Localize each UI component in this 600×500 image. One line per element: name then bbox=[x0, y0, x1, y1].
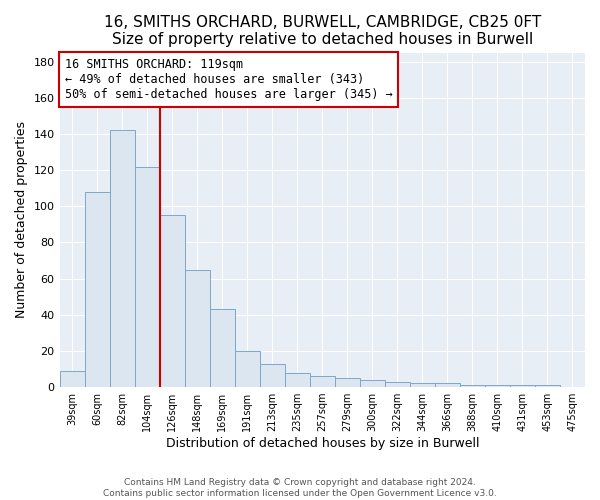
Y-axis label: Number of detached properties: Number of detached properties bbox=[15, 122, 28, 318]
Bar bbox=[535, 386, 560, 387]
Bar bbox=[209, 310, 235, 387]
Text: Contains HM Land Registry data © Crown copyright and database right 2024.
Contai: Contains HM Land Registry data © Crown c… bbox=[103, 478, 497, 498]
Bar bbox=[335, 378, 360, 387]
Bar bbox=[360, 380, 385, 387]
Bar bbox=[410, 384, 435, 387]
Bar bbox=[260, 364, 285, 387]
Text: 16 SMITHS ORCHARD: 119sqm
← 49% of detached houses are smaller (343)
50% of semi: 16 SMITHS ORCHARD: 119sqm ← 49% of detac… bbox=[65, 58, 392, 100]
Bar bbox=[160, 216, 185, 387]
Bar bbox=[235, 351, 260, 387]
Bar bbox=[385, 382, 410, 387]
Bar bbox=[435, 384, 460, 387]
Bar bbox=[185, 270, 209, 387]
Bar bbox=[85, 192, 110, 387]
X-axis label: Distribution of detached houses by size in Burwell: Distribution of detached houses by size … bbox=[166, 437, 479, 450]
Bar bbox=[285, 372, 310, 387]
Bar bbox=[110, 130, 134, 387]
Bar bbox=[510, 386, 535, 387]
Bar bbox=[59, 371, 85, 387]
Bar bbox=[485, 386, 510, 387]
Bar bbox=[310, 376, 335, 387]
Bar bbox=[460, 386, 485, 387]
Bar bbox=[134, 166, 160, 387]
Title: 16, SMITHS ORCHARD, BURWELL, CAMBRIDGE, CB25 0FT
Size of property relative to de: 16, SMITHS ORCHARD, BURWELL, CAMBRIDGE, … bbox=[104, 15, 541, 48]
